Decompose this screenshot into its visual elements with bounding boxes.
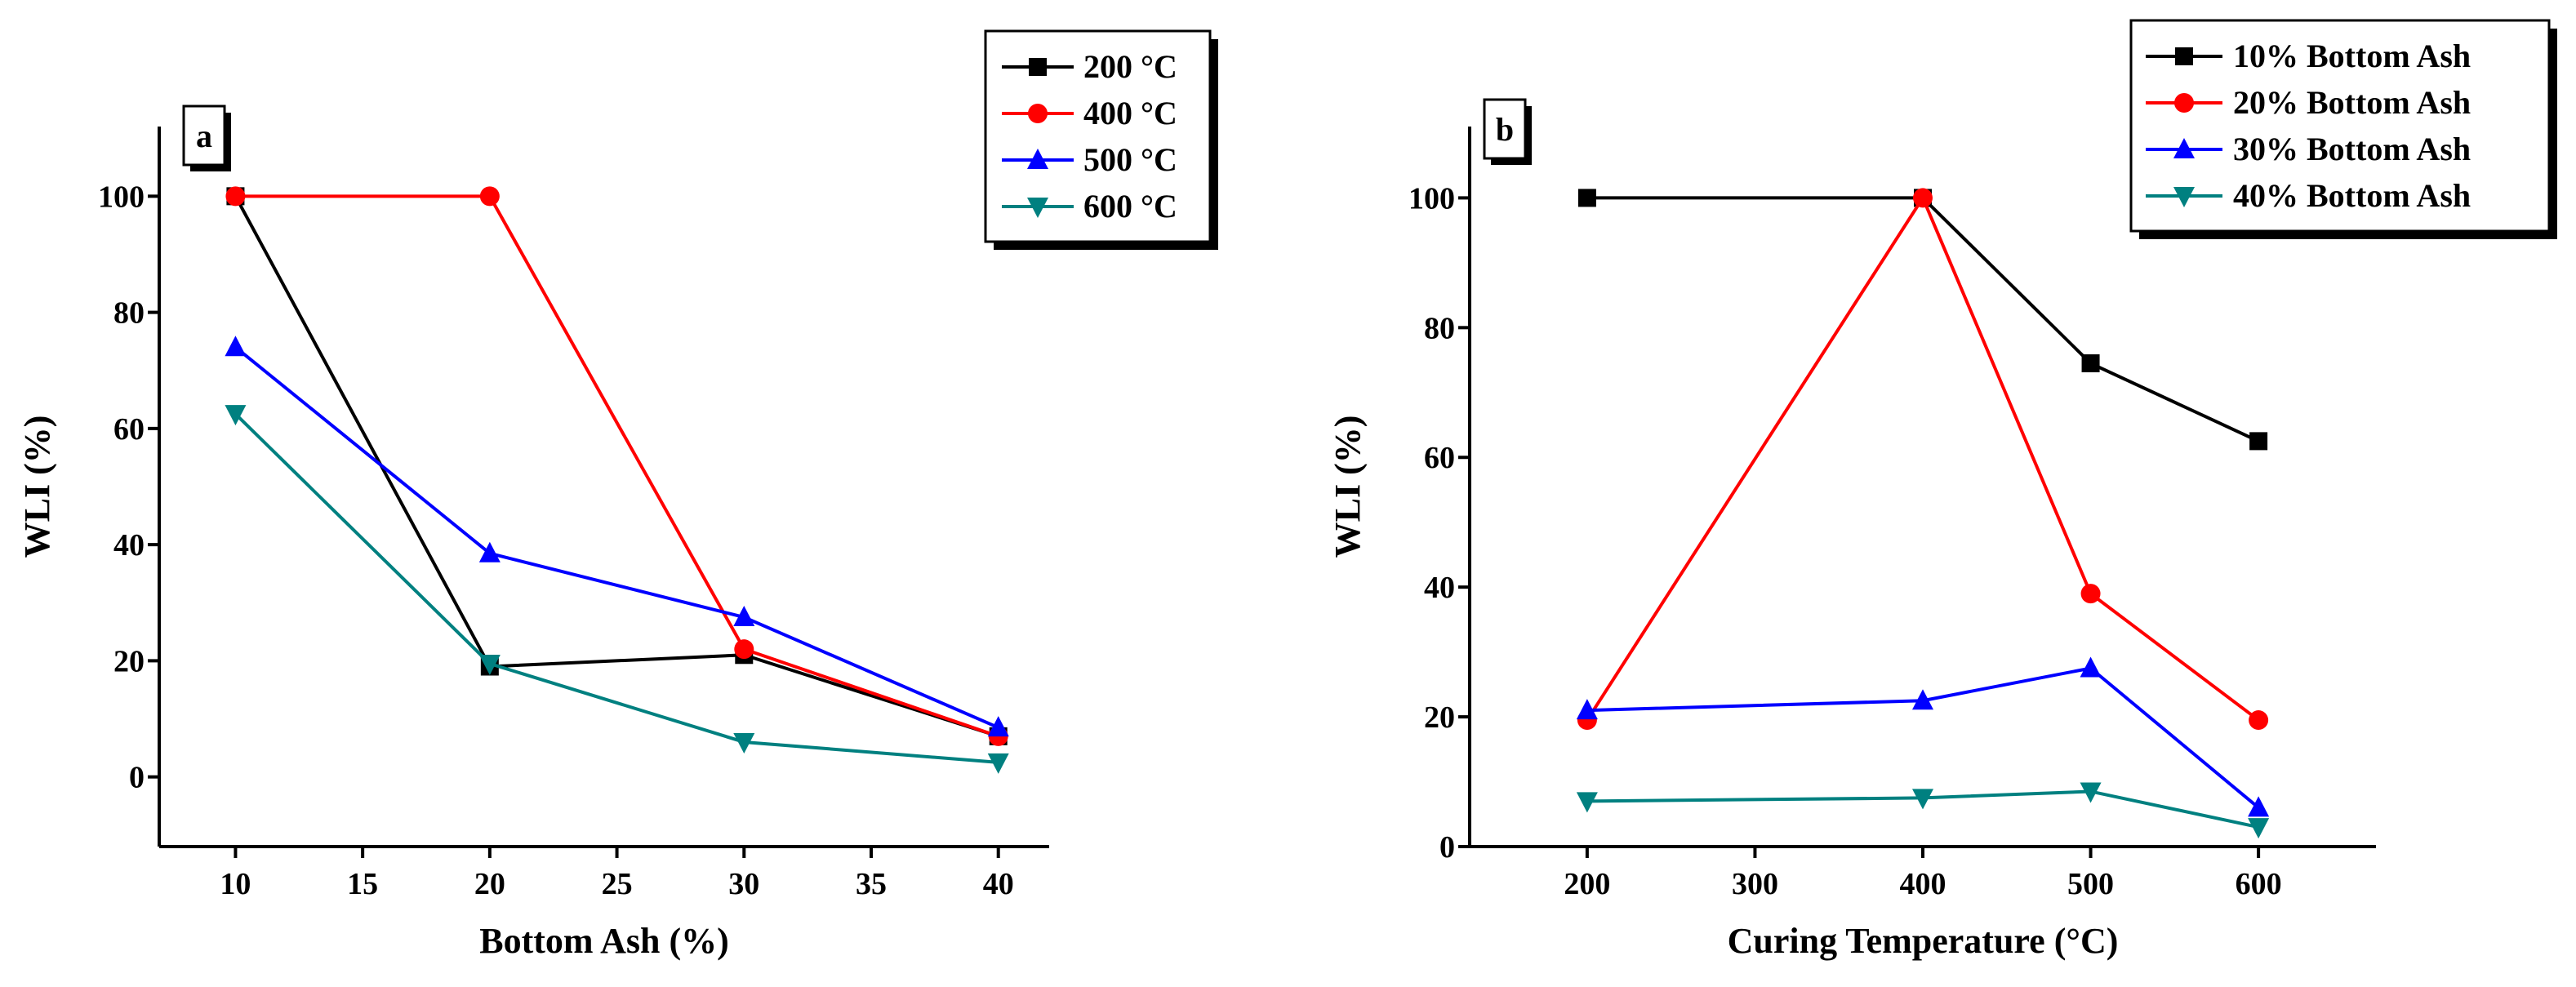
data-point (1576, 699, 1598, 720)
data-point (734, 639, 754, 660)
series-1 (1577, 188, 2269, 731)
y-axis-title: WLI (%) (1328, 416, 1368, 558)
series-line (1586, 789, 2259, 829)
legend-label: 200 °C (1083, 48, 1177, 85)
data-point (1912, 689, 1933, 710)
y-tick-label: 20 (1424, 700, 1455, 735)
data-point (2080, 782, 2102, 803)
y-tick-label: 80 (113, 296, 145, 331)
y-tick-label: 40 (1424, 571, 1455, 605)
x-axis-title: Curing Temperature (°C) (1728, 921, 2119, 961)
data-point (2248, 818, 2270, 839)
legend: 10% Bottom Ash 20% Bottom Ash 30% Bottom A… (2129, 19, 2557, 239)
panel-label-box (1483, 98, 1527, 160)
y-tick-label: 60 (113, 412, 145, 447)
data-point (2080, 584, 2101, 604)
series-0 (226, 187, 1008, 745)
x-tick-label: 35 (856, 867, 887, 901)
data-point (987, 753, 1009, 774)
data-point (1912, 789, 1933, 810)
x-tick-label: 10 (220, 867, 251, 901)
series-line (234, 195, 999, 738)
legend-marker (1028, 104, 1048, 123)
x-tick-label: 30 (728, 867, 759, 901)
series-line (1586, 196, 2259, 443)
series-3 (1576, 782, 2270, 839)
legend-marker (1029, 58, 1047, 76)
x-tick-label: 400 (1900, 867, 1946, 901)
data-point (733, 732, 755, 754)
x-tick-label: 500 (2067, 867, 2114, 901)
data-point (478, 654, 501, 675)
data-point (1576, 792, 1598, 813)
data-point (225, 336, 247, 357)
data-point (1577, 189, 1596, 207)
legend-label: 10% Bottom Ash (2233, 38, 2471, 74)
series-line (235, 194, 999, 738)
data-point (225, 186, 246, 207)
legend-marker (2174, 93, 2194, 113)
data-point (2080, 656, 2102, 678)
legend-label: 500 °C (1083, 141, 1177, 178)
y-tick-label: 100 (1408, 181, 1455, 216)
chart-panel-a: 10 15 20 25 30 35 40 0 20 40 60 80 100 Bottom Ash (%)… (17, 29, 1218, 961)
panel-label-box (182, 104, 226, 167)
x-tick-label: 200 (1564, 867, 1610, 901)
legend-label: 600 °C (1083, 188, 1177, 225)
data-point (225, 405, 247, 426)
series-line (234, 412, 999, 764)
panel-label: b (1496, 111, 1514, 148)
data-point (2248, 796, 2270, 817)
y-tick-label: 60 (1424, 441, 1455, 475)
legend-marker (2173, 187, 2195, 207)
legend-marker (1027, 198, 1048, 218)
data-point (987, 716, 1009, 737)
panel-label: a (196, 118, 212, 154)
y-tick-label: 20 (113, 644, 145, 678)
y-tick-label: 100 (98, 180, 145, 214)
legend-label: 40% Bottom Ash (2233, 177, 2471, 214)
x-tick-label: 20 (474, 867, 505, 901)
data-point (2081, 354, 2100, 373)
y-tick-label: 80 (1424, 311, 1455, 345)
legend-label: 30% Bottom Ash (2233, 131, 2471, 167)
series-line (1586, 194, 2260, 722)
series-2 (1576, 656, 2270, 817)
legend-label: 400 °C (1083, 95, 1177, 131)
x-axis-title: Bottom Ash (%) (479, 921, 729, 961)
series-line (1586, 666, 2260, 809)
y-axis-title: WLI (%) (17, 416, 57, 558)
series-2 (225, 336, 1009, 737)
chart-panel-b: 200 300 400 500 600 0 20 40 60 80 100 Curing Temper… (1328, 19, 2557, 961)
y-tick-label: 0 (129, 761, 145, 795)
series-1 (225, 186, 1008, 746)
series-line (234, 345, 999, 730)
x-tick-label: 600 (2236, 867, 2282, 901)
data-point (479, 186, 500, 207)
legend-marker (1027, 149, 1048, 169)
legend-marker (2175, 47, 2193, 65)
data-point (478, 541, 501, 562)
x-tick-label: 15 (347, 867, 378, 901)
x-tick-label: 40 (983, 867, 1014, 901)
data-point (2249, 432, 2268, 451)
legend: 200 °C 400 °C 500 °C 600 °C (984, 29, 1218, 250)
data-point (2249, 710, 2269, 731)
legend-marker (2173, 138, 2195, 158)
data-point (1913, 188, 1933, 208)
y-tick-label: 0 (1439, 830, 1455, 865)
legend-label: 20% Bottom Ash (2233, 84, 2471, 121)
series-3 (225, 405, 1009, 774)
y-tick-label: 40 (113, 528, 145, 562)
x-tick-label: 300 (1732, 867, 1778, 901)
data-point (733, 606, 755, 627)
x-tick-label: 25 (602, 867, 633, 901)
